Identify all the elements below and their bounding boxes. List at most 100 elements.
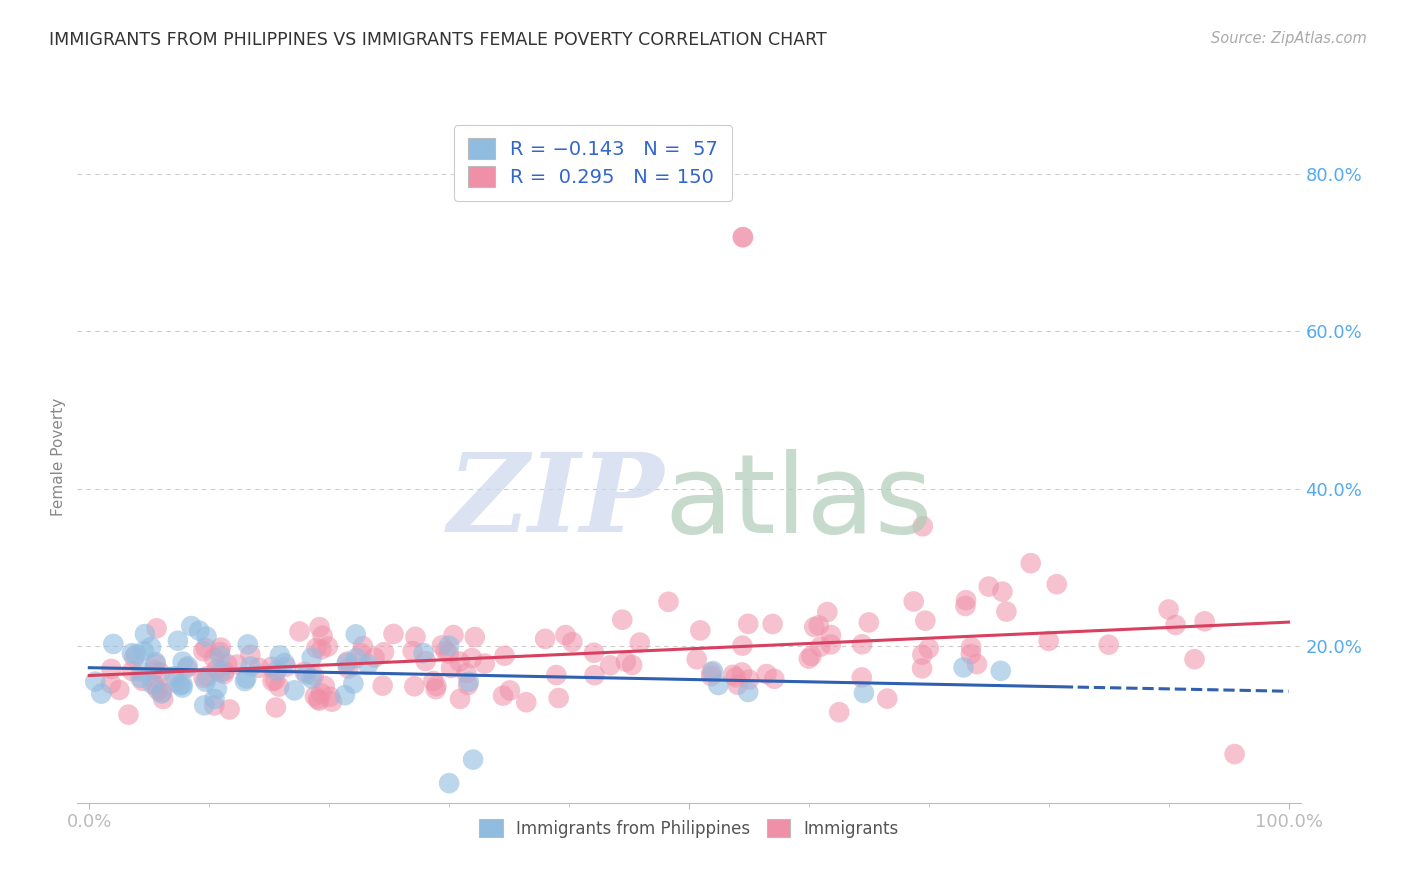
Point	[401, 644, 423, 658]
Point	[194, 640, 217, 655]
Point	[150, 686, 173, 700]
Point	[304, 690, 326, 704]
Point	[169, 678, 191, 692]
Point	[319, 690, 342, 704]
Point	[301, 650, 323, 665]
Point	[1157, 602, 1180, 616]
Point	[202, 651, 225, 665]
Point	[405, 630, 427, 644]
Point	[700, 669, 723, 683]
Point	[141, 677, 163, 691]
Point	[457, 674, 479, 689]
Point	[337, 661, 360, 675]
Point	[301, 672, 323, 686]
Point	[727, 678, 749, 692]
Point	[689, 624, 711, 638]
Point	[911, 661, 934, 675]
Point	[212, 666, 235, 681]
Legend: Immigrants from Philippines, Immigrants: Immigrants from Philippines, Immigrants	[471, 811, 907, 847]
Point	[707, 678, 730, 692]
Point	[914, 614, 936, 628]
Point	[307, 692, 329, 706]
Point	[612, 613, 634, 627]
Point	[599, 658, 621, 673]
Point	[474, 657, 496, 671]
Point	[131, 673, 153, 688]
Point	[614, 655, 637, 669]
Text: IMMIGRANTS FROM PHILIPPINES VS IMMIGRANTS FEMALE POVERTY CORRELATION CHART: IMMIGRANTS FROM PHILIPPINES VS IMMIGRANT…	[49, 31, 827, 49]
Point	[876, 691, 898, 706]
Point	[139, 640, 162, 654]
Point	[195, 669, 218, 683]
Point	[422, 673, 444, 688]
Point	[193, 644, 215, 658]
Point	[333, 688, 356, 702]
Point	[820, 628, 842, 642]
Point	[547, 691, 569, 706]
Point	[494, 648, 516, 663]
Point	[990, 664, 1012, 678]
Point	[731, 230, 754, 244]
Point	[1046, 577, 1069, 591]
Point	[807, 618, 830, 632]
Point	[193, 671, 215, 685]
Point	[412, 646, 434, 660]
Point	[305, 641, 328, 656]
Point	[461, 753, 484, 767]
Point	[808, 640, 831, 654]
Point	[172, 655, 194, 669]
Point	[233, 673, 256, 688]
Point	[425, 679, 447, 693]
Point	[702, 664, 724, 678]
Point	[686, 652, 709, 666]
Point	[266, 664, 288, 678]
Point	[434, 644, 457, 658]
Point	[90, 687, 112, 701]
Point	[449, 655, 471, 669]
Point	[991, 584, 1014, 599]
Point	[357, 657, 380, 672]
Point	[1164, 618, 1187, 632]
Point	[145, 621, 167, 635]
Point	[737, 616, 759, 631]
Point	[1098, 638, 1121, 652]
Point	[499, 683, 522, 698]
Point	[194, 674, 217, 689]
Point	[218, 702, 240, 716]
Point	[582, 646, 605, 660]
Point	[134, 627, 156, 641]
Point	[239, 648, 262, 662]
Point	[803, 620, 825, 634]
Point	[437, 639, 460, 653]
Point	[918, 641, 941, 656]
Point	[851, 637, 873, 651]
Point	[103, 637, 125, 651]
Point	[100, 676, 122, 690]
Point	[492, 689, 515, 703]
Point	[121, 646, 143, 660]
Point	[344, 627, 367, 641]
Point	[269, 648, 291, 663]
Point	[172, 681, 194, 695]
Point	[960, 640, 983, 654]
Point	[264, 673, 287, 687]
Point	[858, 615, 880, 630]
Point	[264, 700, 287, 714]
Point	[145, 655, 167, 669]
Point	[959, 647, 981, 661]
Point	[371, 679, 394, 693]
Point	[852, 686, 875, 700]
Point	[430, 639, 453, 653]
Point	[449, 691, 471, 706]
Point	[217, 657, 239, 672]
Point	[100, 662, 122, 676]
Point	[294, 665, 316, 679]
Point	[363, 650, 385, 665]
Point	[208, 645, 231, 659]
Point	[815, 605, 838, 619]
Point	[204, 692, 226, 706]
Point	[464, 630, 486, 644]
Point	[165, 675, 187, 690]
Point	[321, 695, 343, 709]
Point	[262, 674, 284, 689]
